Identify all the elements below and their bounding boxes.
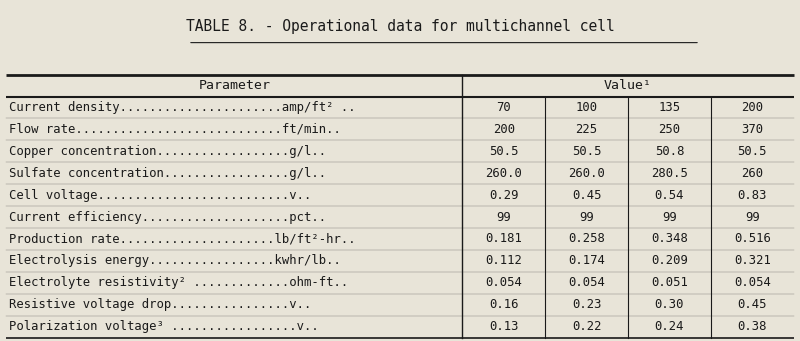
Text: 260.0: 260.0 <box>568 167 605 180</box>
Text: 260: 260 <box>741 167 763 180</box>
Text: 0.23: 0.23 <box>572 298 602 311</box>
Text: 250: 250 <box>658 123 681 136</box>
Text: 0.174: 0.174 <box>568 254 605 267</box>
Text: 0.24: 0.24 <box>654 320 684 333</box>
Text: 0.348: 0.348 <box>651 233 688 246</box>
Text: 0.54: 0.54 <box>654 189 684 202</box>
Text: 260.0: 260.0 <box>486 167 522 180</box>
Text: 0.051: 0.051 <box>651 276 688 289</box>
Text: Electrolysis energy.................kwhr/lb..: Electrolysis energy.................kwhr… <box>9 254 341 267</box>
Text: Polarization voltage³ .................v..: Polarization voltage³ .................v… <box>9 320 318 333</box>
Text: 70: 70 <box>497 101 511 114</box>
Text: 200: 200 <box>493 123 515 136</box>
Text: 225: 225 <box>575 123 598 136</box>
Text: 0.13: 0.13 <box>489 320 518 333</box>
Text: 0.38: 0.38 <box>738 320 767 333</box>
Text: Value¹: Value¹ <box>604 79 652 92</box>
Text: 0.054: 0.054 <box>568 276 605 289</box>
Text: 200: 200 <box>741 101 763 114</box>
Text: 0.83: 0.83 <box>738 189 767 202</box>
Text: 0.054: 0.054 <box>734 276 770 289</box>
Text: 0.112: 0.112 <box>486 254 522 267</box>
Text: Electrolyte resistivity² .............ohm-ft..: Electrolyte resistivity² .............oh… <box>9 276 348 289</box>
Text: 0.321: 0.321 <box>734 254 770 267</box>
Text: Resistive voltage drop................v..: Resistive voltage drop................v.… <box>9 298 311 311</box>
Text: Cell voltage..........................v..: Cell voltage..........................v.… <box>9 189 311 202</box>
Text: 50.5: 50.5 <box>738 145 767 158</box>
Text: Flow rate............................ft/min..: Flow rate............................ft/… <box>9 123 341 136</box>
Text: TABLE 8. - Operational data for multichannel cell: TABLE 8. - Operational data for multicha… <box>186 19 614 34</box>
Text: 50.8: 50.8 <box>654 145 684 158</box>
Text: 135: 135 <box>658 101 681 114</box>
Text: 100: 100 <box>575 101 598 114</box>
Text: 99: 99 <box>497 210 511 224</box>
Text: 0.516: 0.516 <box>734 233 770 246</box>
Text: Sulfate concentration.................g/l..: Sulfate concentration.................g/… <box>9 167 326 180</box>
Text: 370: 370 <box>741 123 763 136</box>
Text: 0.45: 0.45 <box>738 298 767 311</box>
Text: 99: 99 <box>579 210 594 224</box>
Text: 0.22: 0.22 <box>572 320 602 333</box>
Text: 280.5: 280.5 <box>651 167 688 180</box>
Text: 0.258: 0.258 <box>568 233 605 246</box>
Text: Copper concentration..................g/l..: Copper concentration..................g/… <box>9 145 326 158</box>
Text: 0.209: 0.209 <box>651 254 688 267</box>
Text: Current efficiency....................pct..: Current efficiency....................pc… <box>9 210 326 224</box>
Text: 0.29: 0.29 <box>489 189 518 202</box>
Text: 0.181: 0.181 <box>486 233 522 246</box>
Text: 0.054: 0.054 <box>486 276 522 289</box>
Text: 99: 99 <box>662 210 677 224</box>
Text: Parameter: Parameter <box>198 79 270 92</box>
Text: 0.45: 0.45 <box>572 189 602 202</box>
Text: 0.16: 0.16 <box>489 298 518 311</box>
Text: Production rate.....................lb/ft²-hr..: Production rate.....................lb/f… <box>9 233 355 246</box>
Text: Current density......................amp/ft² ..: Current density......................amp… <box>9 101 355 114</box>
Text: 99: 99 <box>745 210 759 224</box>
Text: 0.30: 0.30 <box>654 298 684 311</box>
Text: 50.5: 50.5 <box>489 145 518 158</box>
Text: 50.5: 50.5 <box>572 145 602 158</box>
